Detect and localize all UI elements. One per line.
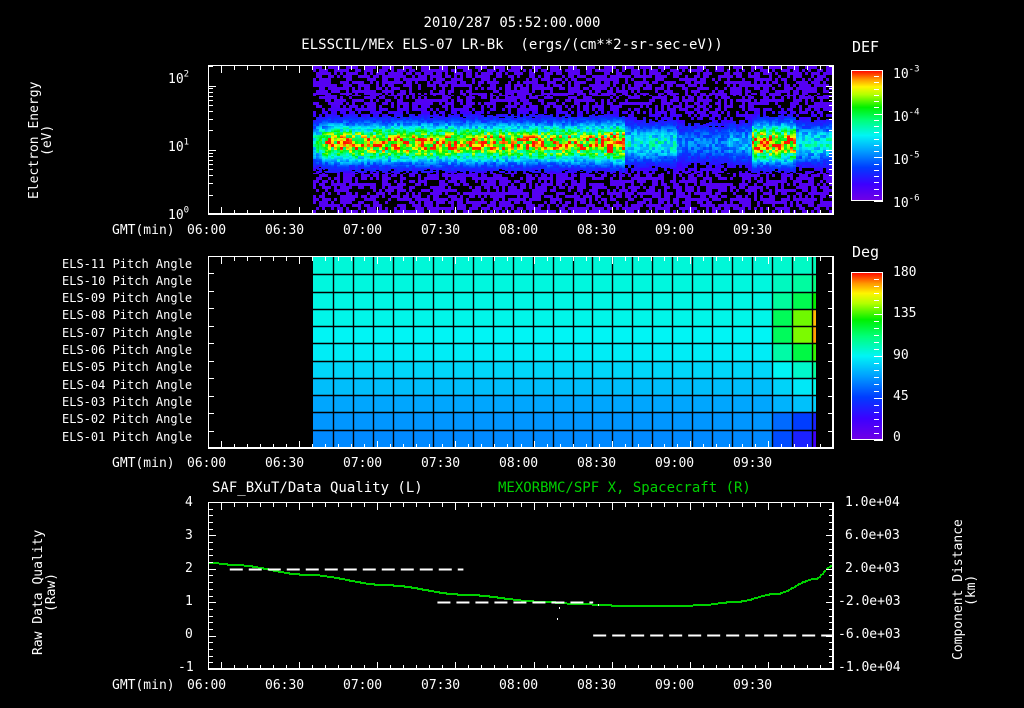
mid-panel-xlabel: GMT(min)	[112, 456, 175, 471]
top-colorbar-ticks	[874, 68, 888, 203]
top-panel-ytick-3: 100	[168, 205, 190, 223]
top-panel-xtick-4: 08:00	[499, 223, 539, 238]
bot-panel-ytick-left-4: 0	[185, 627, 193, 642]
top-colorbar-tick-1: 10-4	[893, 107, 920, 125]
mid-row-label-1: ELS-10 Pitch Angle	[62, 274, 193, 288]
mid-panel-xtick-1: 06:30	[265, 456, 305, 471]
top-panel-xtick-3: 07:30	[421, 223, 461, 238]
mid-panel-xtick-3: 07:30	[421, 456, 461, 471]
bot-panel-xtick-6: 09:00	[655, 678, 695, 693]
top-panel-xtick-1: 06:30	[265, 223, 305, 238]
bot-panel-title-left: SAF_BXuT/Data Quality (L)	[212, 480, 423, 496]
top-panel-xtick-2: 07:00	[343, 223, 383, 238]
bot-panel-ytick-right-5: -1.0e+04	[838, 660, 901, 675]
mid-panel-xtick-4: 08:00	[499, 456, 539, 471]
bot-panel-xtick-1: 06:30	[265, 678, 305, 693]
mid-row-label-8: ELS-03 Pitch Angle	[62, 395, 193, 409]
mid-row-label-2: ELS-09 Pitch Angle	[62, 291, 193, 305]
top-panel-ticks	[201, 57, 841, 223]
top-colorbar-tick-2: 10-5	[893, 150, 920, 168]
bot-panel-title-right: MEXORBMC/SPF X, Spacecraft (R)	[498, 480, 751, 496]
bot-panel-xlabel: GMT(min)	[112, 678, 175, 693]
bot-panel-xtick-5: 08:30	[577, 678, 617, 693]
mid-row-label-9: ELS-02 Pitch Angle	[62, 412, 193, 426]
top-panel-xlabel: GMT(min)	[112, 223, 175, 238]
bot-panel-ytick-right-2: 2.0e+03	[845, 561, 900, 576]
bot-panel-ylabel-left: Raw Data Quality (Raw)	[31, 529, 59, 655]
top-panel-xtick-0: 06:00	[187, 223, 227, 238]
mid-colorbar-tick-3: 45	[893, 389, 909, 404]
top-panel-xtick-7: 09:30	[733, 223, 773, 238]
bot-panel-ytick-left-0: 4	[185, 495, 193, 510]
bot-panel-xtick-7: 09:30	[733, 678, 773, 693]
bot-panel-ytick-left-1: 3	[185, 528, 193, 543]
mid-panel-xtick-7: 09:30	[733, 456, 773, 471]
top-panel-xtick-6: 09:00	[655, 223, 695, 238]
top-colorbar-tick-3: 10-6	[893, 193, 920, 211]
top-colorbar-title: DEF	[852, 38, 880, 56]
top-colorbar-tick-0: 10-3	[893, 64, 920, 82]
bot-panel-ylabel-right: Component Distance (km)	[951, 519, 979, 661]
bot-panel-ytick-left-5: -1	[178, 660, 194, 675]
mid-panel-xtick-2: 07:00	[343, 456, 383, 471]
bot-panel-ytick-right-0: 1.0e+04	[845, 495, 900, 510]
bot-panel-ytick-right-4: -6.0e+03	[838, 627, 901, 642]
mid-panel-xtick-6: 09:00	[655, 456, 695, 471]
top-panel-ylabel: Electron Energy (eV)	[27, 81, 55, 199]
header-subtitle: ELSSCIL/MEx ELS-07 LR-Bk (ergs/(cm**2-sr…	[301, 37, 723, 53]
mid-colorbar-title: Deg	[852, 243, 880, 261]
mid-row-label-10: ELS-01 Pitch Angle	[62, 430, 193, 444]
bot-panel-ytick-right-3: -2.0e+03	[838, 594, 901, 609]
mid-panel-ticks	[201, 248, 841, 456]
bot-panel-xtick-3: 07:30	[421, 678, 461, 693]
mid-row-label-3: ELS-08 Pitch Angle	[62, 308, 193, 322]
bot-panel-xtick-0: 06:00	[187, 678, 227, 693]
top-panel-ytick-2: 101	[168, 137, 190, 155]
mid-colorbar-tick-1: 135	[893, 306, 917, 321]
bot-panel-ytick-left-3: 1	[185, 594, 193, 609]
mid-colorbar-tick-4: 0	[893, 430, 901, 445]
bot-panel-ytick-right-1: 6.0e+03	[845, 528, 900, 543]
bot-panel-ticks	[201, 494, 841, 678]
mid-row-label-7: ELS-04 Pitch Angle	[62, 378, 193, 392]
mid-panel-xtick-5: 08:30	[577, 456, 617, 471]
header-timestamp: 2010/287 05:52:00.000	[423, 15, 601, 31]
bot-panel-xtick-4: 08:00	[499, 678, 539, 693]
top-panel-ytick-1: 102	[168, 69, 190, 87]
bot-panel-ytick-left-2: 2	[185, 561, 193, 576]
mid-colorbar-tick-0: 180	[893, 265, 917, 280]
mid-row-label-5: ELS-06 Pitch Angle	[62, 343, 193, 357]
mid-colorbar-ticks	[874, 270, 888, 442]
mid-row-label-4: ELS-07 Pitch Angle	[62, 326, 193, 340]
mid-panel-xtick-0: 06:00	[187, 456, 227, 471]
mid-colorbar-tick-2: 90	[893, 348, 909, 363]
mid-row-label-6: ELS-05 Pitch Angle	[62, 360, 193, 374]
bot-panel-xtick-2: 07:00	[343, 678, 383, 693]
top-panel-xtick-5: 08:30	[577, 223, 617, 238]
mid-row-label-0: ELS-11 Pitch Angle	[62, 257, 193, 271]
